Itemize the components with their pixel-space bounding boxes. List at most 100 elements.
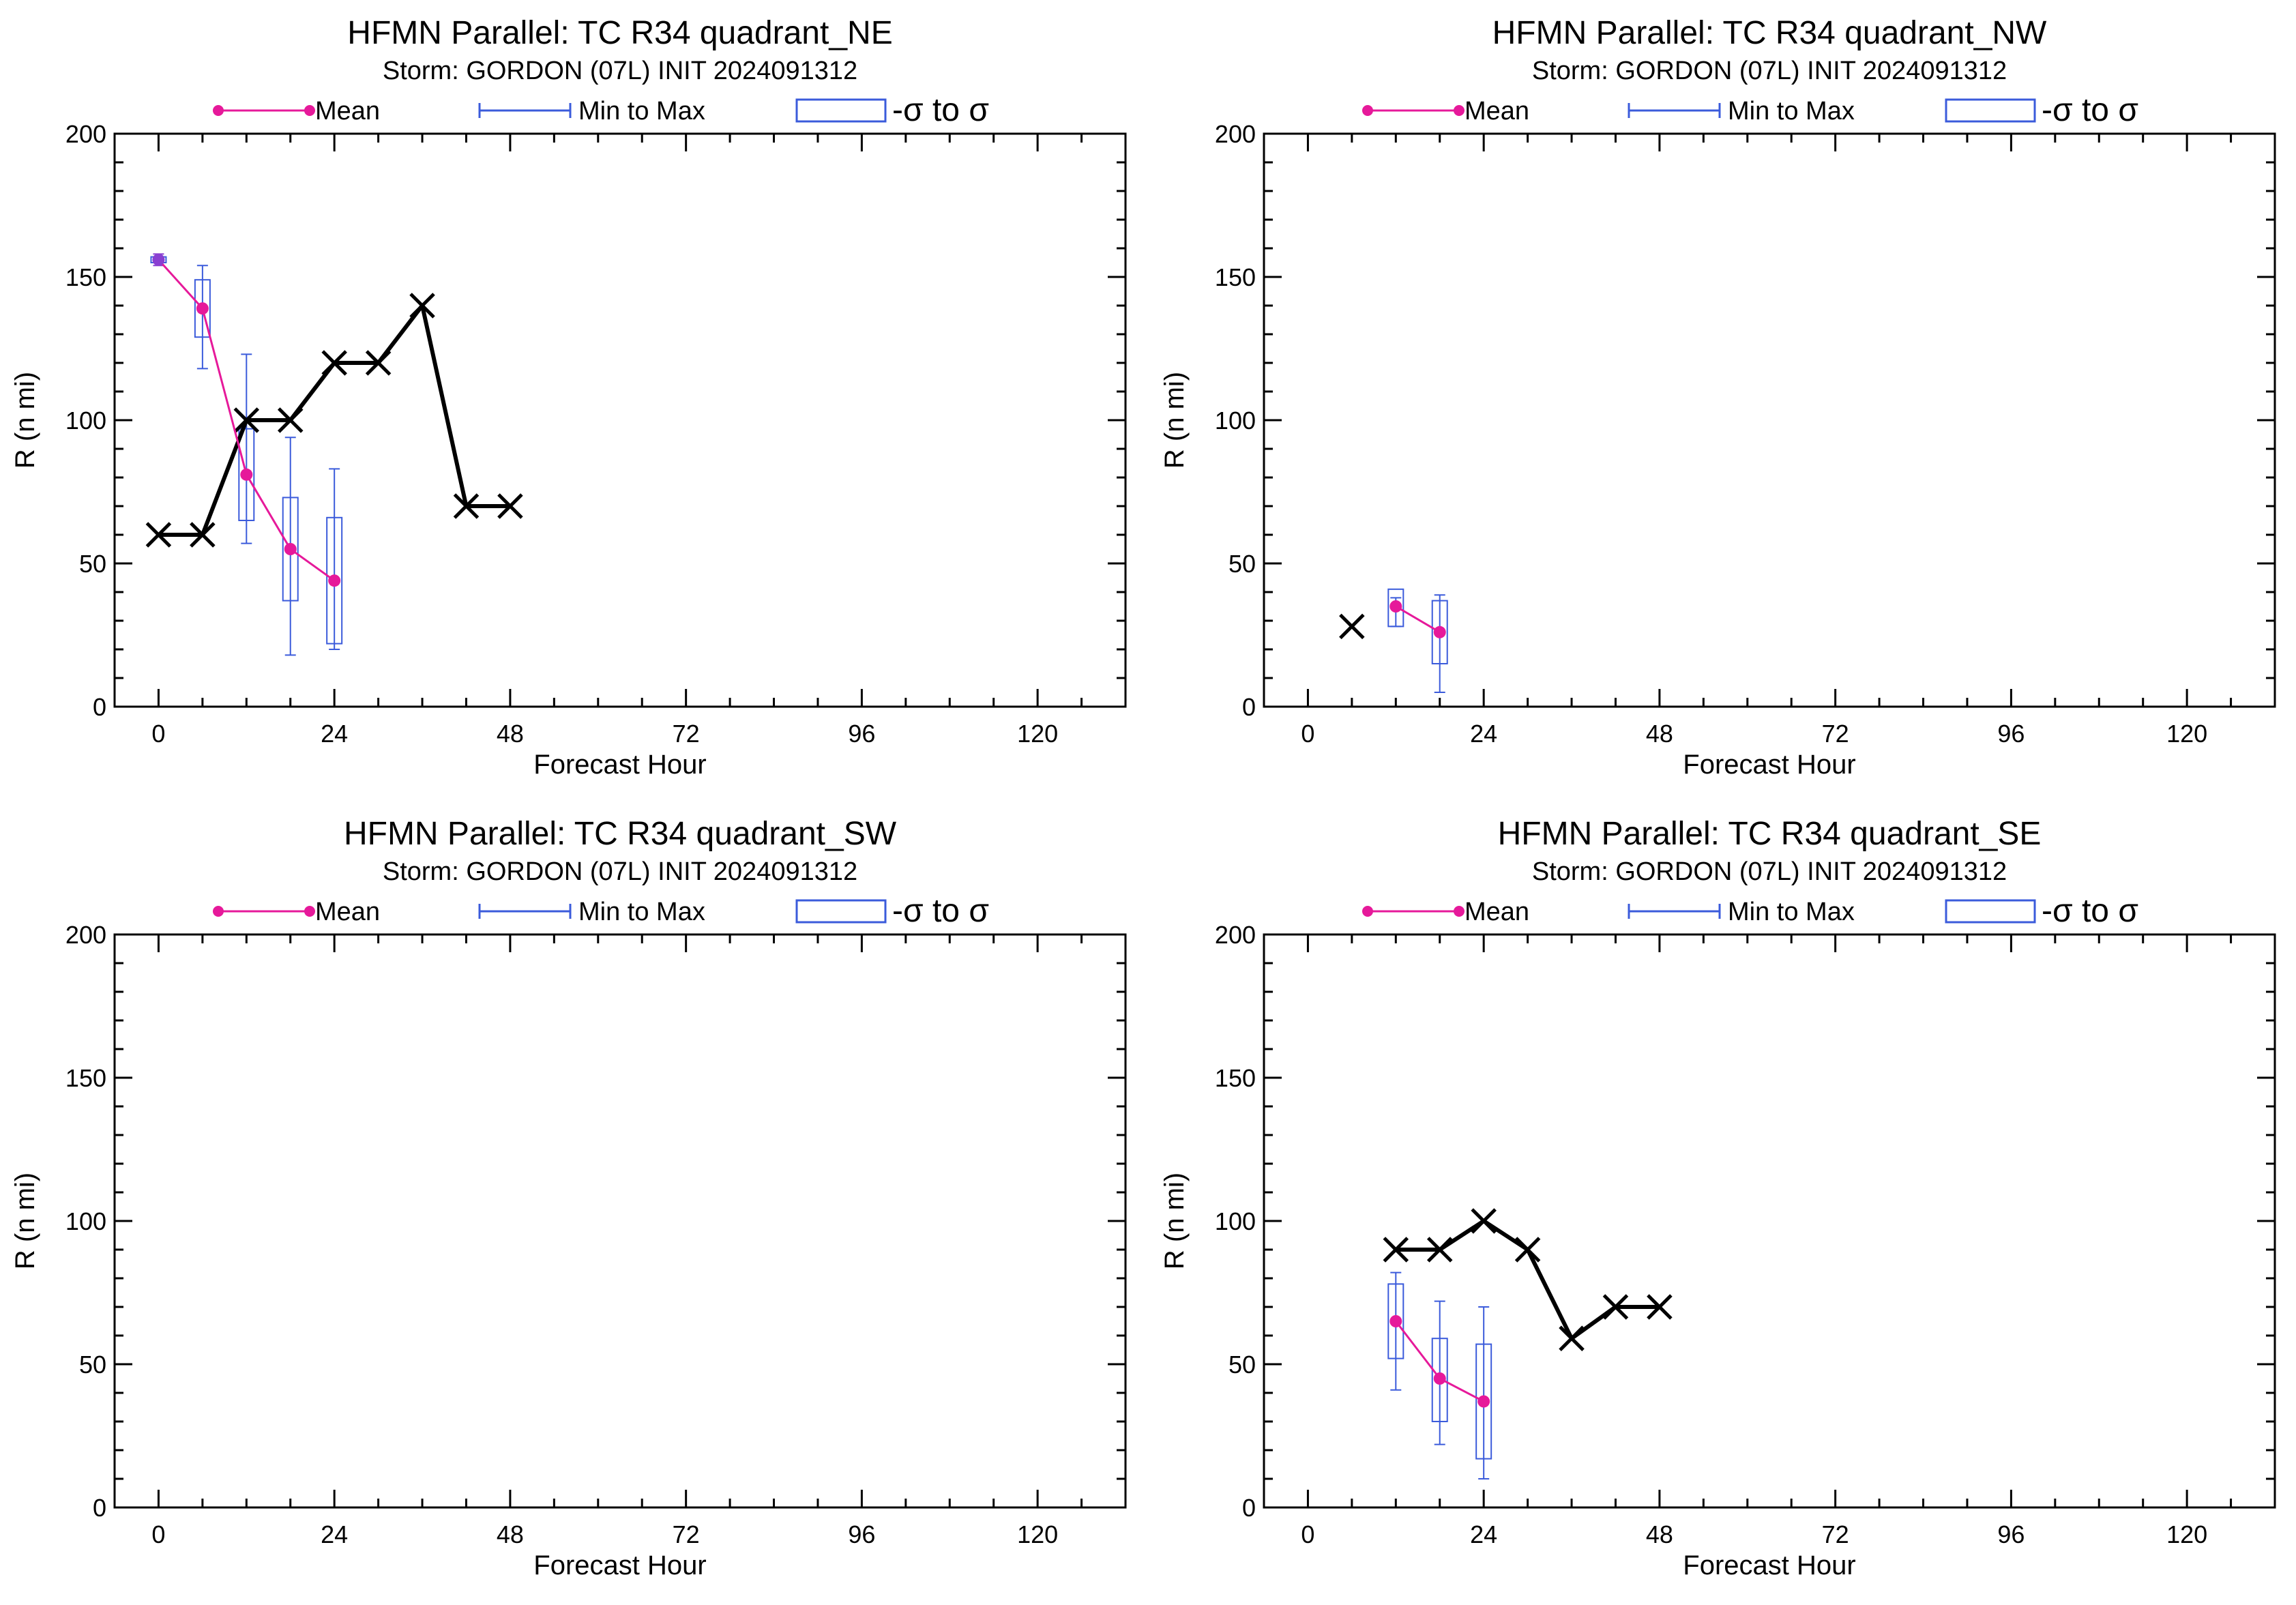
chart-title: HFMN Parallel: TC R34 quadrant_SE [1498, 816, 2042, 852]
legend: Mean Min to Max -σ to σ [213, 893, 989, 929]
legend-sigma-box [795, 899, 887, 924]
legend-sigma-box [1945, 98, 2036, 123]
mean-point [196, 302, 209, 315]
y-tick-label: 100 [65, 407, 106, 435]
legend-sigma-box [795, 98, 887, 123]
x-tick-label: 48 [1646, 720, 1673, 748]
x-axis-label: Forecast Hour [1683, 1550, 1855, 1580]
legend-mean-dot [1454, 105, 1465, 116]
best-track-point [1383, 1237, 1409, 1263]
x-axis-label: Forecast Hour [1683, 750, 1855, 780]
x-tick-label: 96 [1997, 1520, 2025, 1548]
x-tick-label: 120 [2166, 720, 2207, 748]
best-track-x-stroke [1647, 1294, 1673, 1320]
y-tick-label: 50 [79, 1351, 106, 1379]
y-axis-label: R (n mi) [10, 1173, 40, 1269]
best-track-x-stroke [277, 407, 304, 433]
plot-frame [1263, 933, 2276, 1509]
legend: Mean Min to Max -σ to σ [1362, 893, 2138, 929]
legend-range-label: Min to Max [578, 898, 705, 926]
legend-range-label: Min to Max [1728, 97, 1855, 126]
best-track-line [1396, 1219, 1660, 1341]
chart-panel: HFMN Parallel: TC R34 quadrant_NE Storm: … [10, 15, 1127, 780]
best-track-x-stroke [409, 293, 435, 319]
best-track-x-stroke [321, 350, 347, 376]
best-track-x-stroke [1602, 1294, 1629, 1320]
x-tick-label: 0 [1301, 720, 1314, 748]
chart-panel: HFMN Parallel: TC R34 quadrant_SW Storm: … [10, 816, 1127, 1580]
best-track-point [233, 407, 260, 433]
chart-title: HFMN Parallel: TC R34 quadrant_NE [347, 15, 892, 51]
legend-mean-label: Mean [315, 97, 380, 126]
x-tick-label: 72 [673, 1520, 700, 1548]
y-tick-label: 50 [1228, 1351, 1256, 1379]
best-track-x-stroke [190, 522, 216, 548]
mean-line [1395, 605, 1441, 634]
best-track-x-stroke [1559, 1325, 1585, 1351]
mean-point [152, 253, 165, 266]
mean-point [1477, 1395, 1490, 1408]
best-track-point [1471, 1208, 1497, 1234]
x-tick-label: 24 [321, 720, 348, 748]
legend-mean-dot [1362, 906, 1373, 917]
mean-point [1389, 1315, 1402, 1327]
best-track-point [1339, 613, 1365, 640]
y-axis-label: R (n mi) [1160, 372, 1190, 469]
y-tick-label: 200 [65, 120, 106, 148]
x-tick-label: 0 [1301, 1520, 1314, 1548]
x-tick-label: 24 [321, 1520, 348, 1548]
chart-title: HFMN Parallel: TC R34 quadrant_NW [1492, 15, 2047, 51]
best-track-point [497, 493, 523, 519]
best-track-x-stroke [233, 407, 260, 433]
y-tick-label: 150 [1215, 263, 1256, 291]
y-tick-label: 100 [1215, 407, 1256, 435]
x-tick-label: 0 [151, 720, 165, 748]
mean-point [1433, 625, 1446, 638]
legend-sigma-label: -σ to σ [892, 893, 989, 929]
y-tick-label: 50 [1228, 550, 1256, 578]
best-track-point [1514, 1237, 1541, 1263]
legend-range-label: Min to Max [1728, 898, 1855, 926]
y-tick-label: 0 [1242, 1494, 1256, 1522]
y-tick-label: 0 [93, 693, 106, 721]
chart-subtitle: Storm: GORDON (07L) INIT 2024091312 [383, 57, 857, 85]
best-track-x-stroke [453, 493, 480, 519]
best-track-point [321, 350, 347, 376]
legend-range-label: Min to Max [578, 97, 705, 126]
mean-point [240, 468, 253, 481]
y-tick-label: 200 [65, 921, 106, 949]
mean-point [328, 574, 341, 587]
x-tick-label: 72 [1822, 1520, 1849, 1548]
x-tick-label: 0 [151, 1520, 165, 1548]
best-track-point [277, 407, 304, 433]
x-tick-label: 120 [1017, 720, 1058, 748]
best-track-x-stroke [365, 350, 392, 376]
x-tick-label: 48 [1646, 1520, 1673, 1548]
x-tick-label: 48 [497, 720, 524, 748]
legend-sigma-box [1945, 899, 2036, 924]
x-tick-label: 96 [1997, 720, 2025, 748]
best-track-point [1602, 1294, 1629, 1320]
mean-point [1433, 1372, 1446, 1385]
legend: Mean Min to Max -σ to σ [213, 92, 989, 128]
y-axis-label: R (n mi) [1160, 1173, 1190, 1269]
x-tick-label: 72 [1822, 720, 1849, 748]
best-track-point [409, 293, 435, 319]
legend-mean-dot [1454, 906, 1465, 917]
chart-panel: HFMN Parallel: TC R34 quadrant_NW Storm: … [1160, 15, 2276, 780]
best-track-point [145, 522, 172, 548]
legend-mean-dot [213, 105, 224, 116]
best-track-point [1559, 1325, 1585, 1351]
chart-panel: HFMN Parallel: TC R34 quadrant_SE Storm: … [1160, 816, 2276, 1580]
y-tick-label: 200 [1215, 921, 1256, 949]
y-tick-label: 200 [1215, 120, 1256, 148]
x-tick-label: 96 [848, 720, 875, 748]
x-axis-label: Forecast Hour [533, 750, 706, 780]
x-tick-label: 120 [1017, 1520, 1058, 1548]
legend-mean-dot [304, 105, 315, 116]
chart-title: HFMN Parallel: TC R34 quadrant_SW [344, 816, 897, 852]
best-track-x-stroke [1339, 613, 1365, 640]
best-track-point [190, 522, 216, 548]
